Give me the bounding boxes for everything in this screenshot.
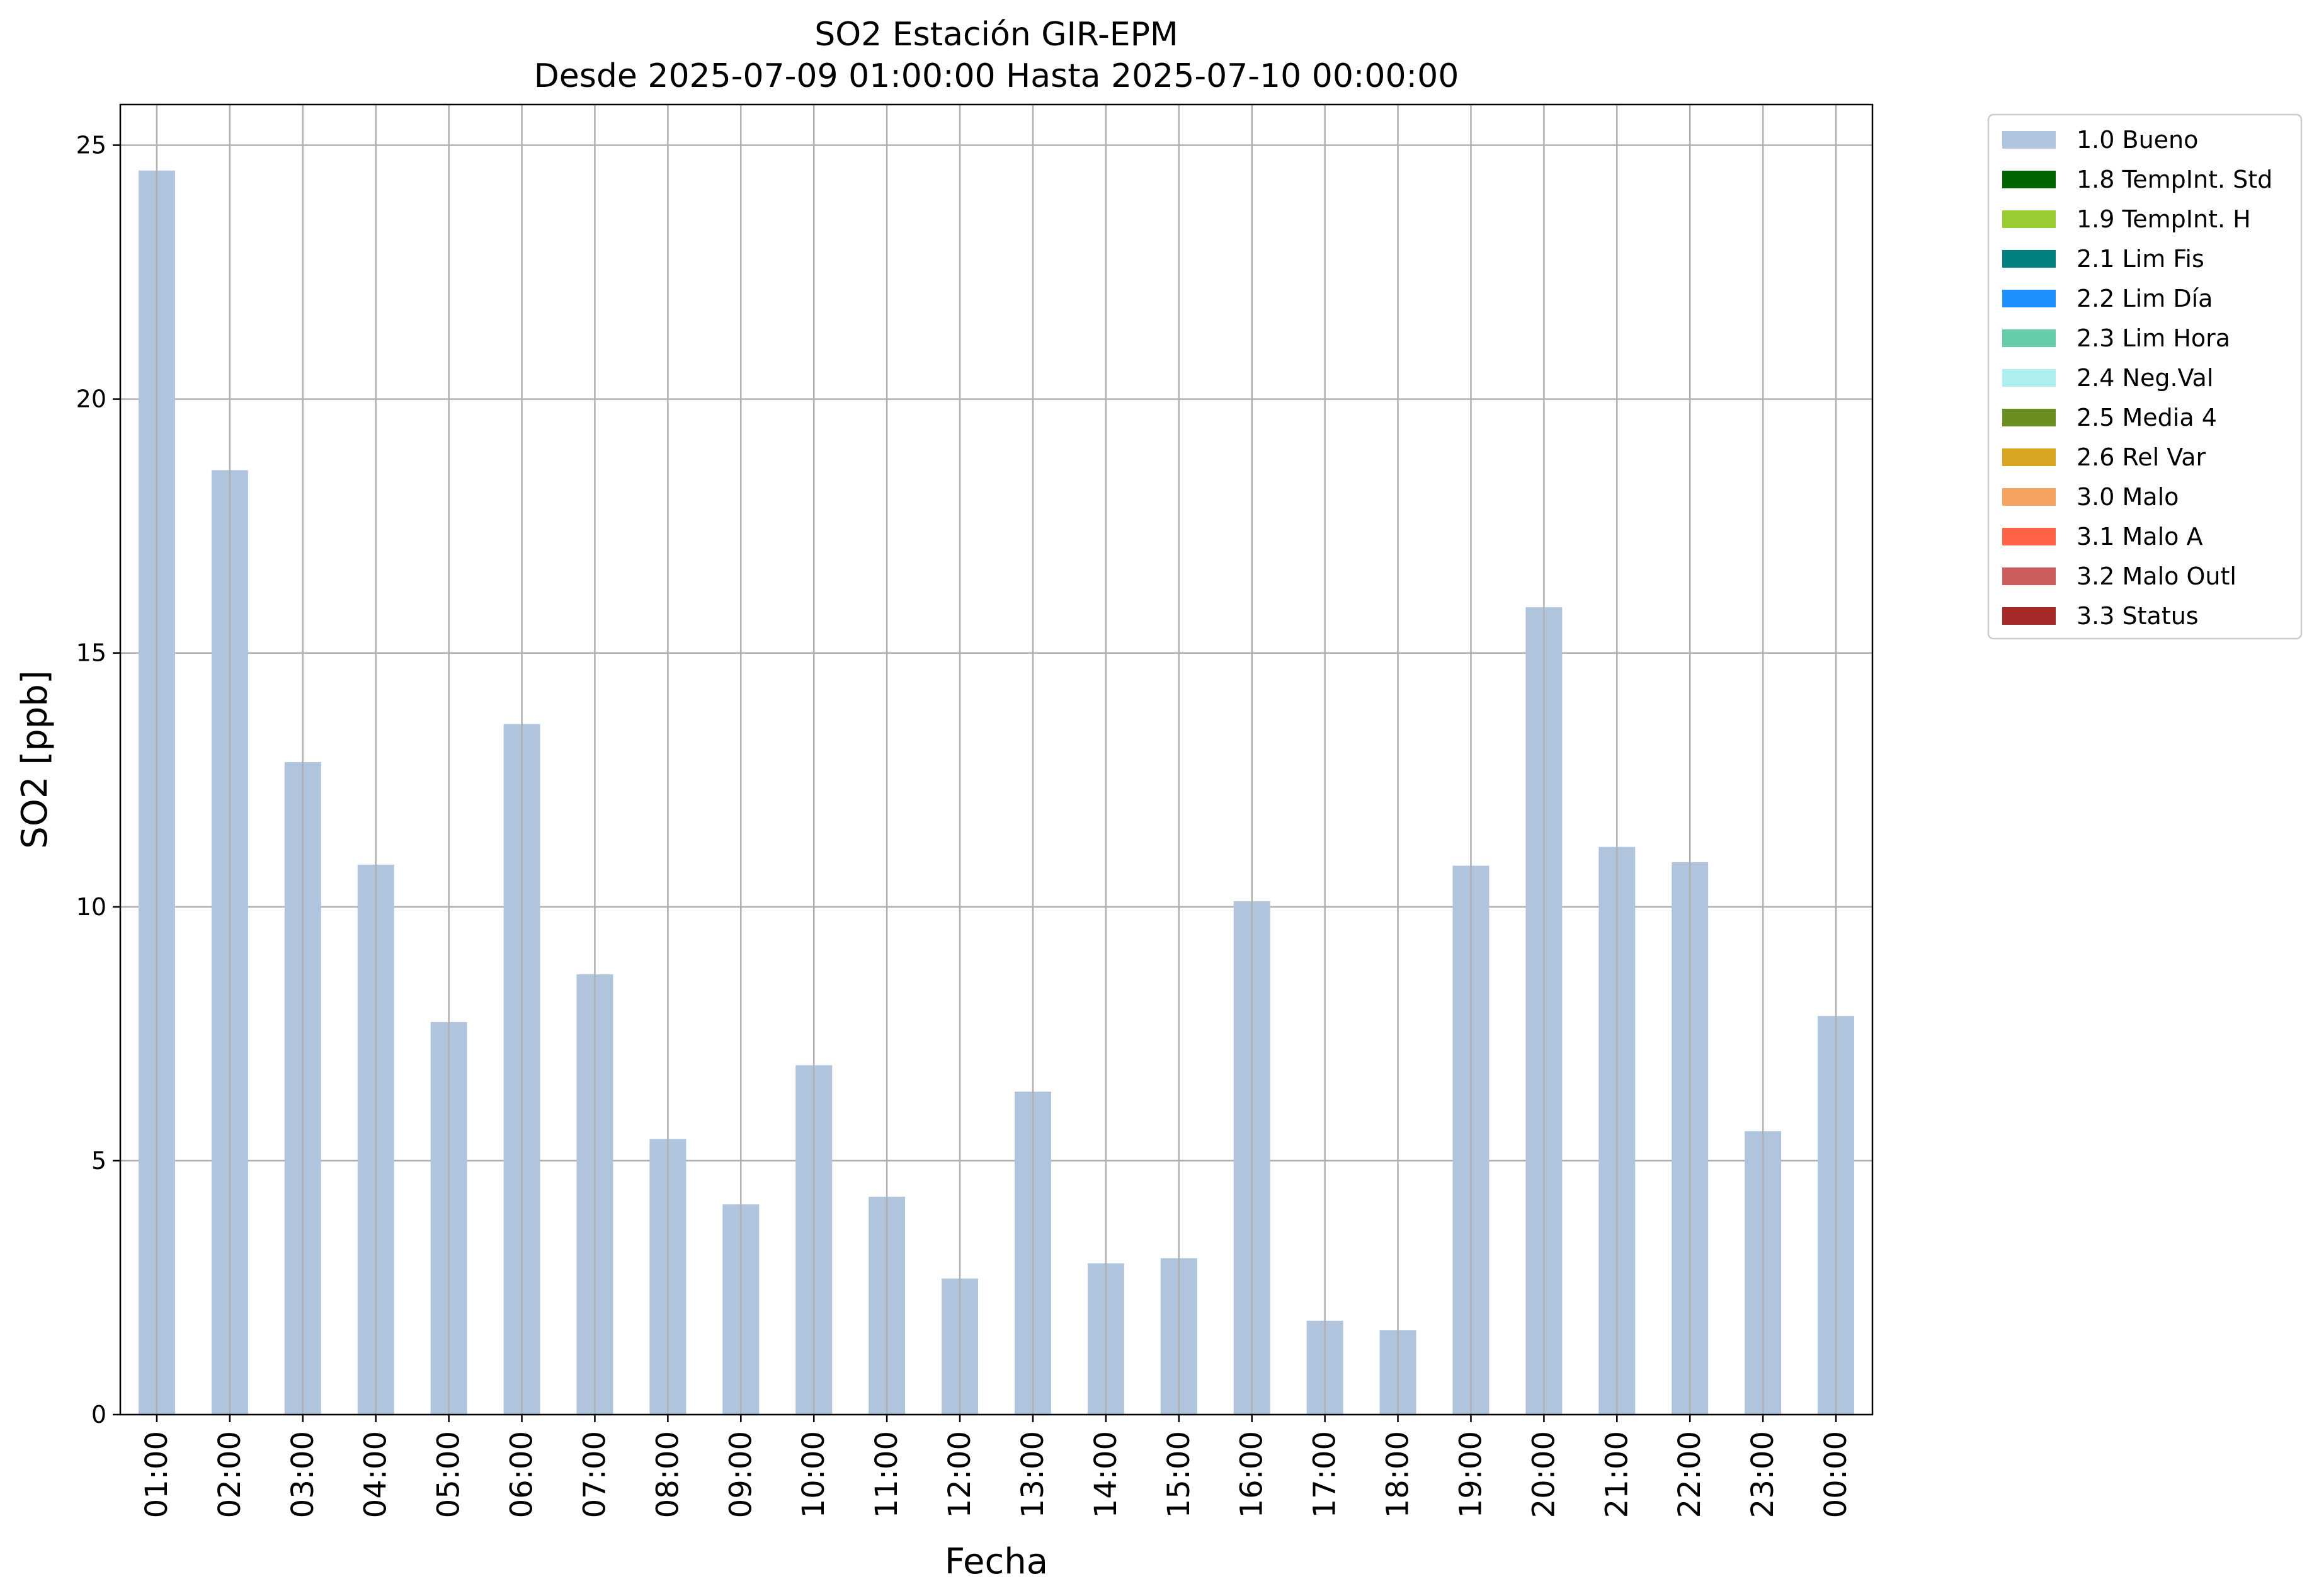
x-axis-label: Fecha [945, 1541, 1048, 1582]
x-tick-label: 03:00 [285, 1431, 321, 1518]
x-tick-label: 02:00 [212, 1431, 248, 1518]
legend-label: 3.1 Malo A [2077, 523, 2202, 550]
legend-label: 2.6 Rel Var [2077, 443, 2206, 471]
legend-swatch [2002, 607, 2056, 625]
legend-label: 2.4 Neg.Val [2077, 364, 2213, 392]
y-tick-label: 5 [91, 1147, 106, 1175]
legend-label: 1.9 TempInt. H [2077, 205, 2251, 233]
legend-swatch [2002, 290, 2056, 307]
legend-label: 2.5 Media 4 [2077, 404, 2217, 431]
x-tick-label: 16:00 [1234, 1431, 1270, 1518]
x-tick-label: 09:00 [723, 1431, 758, 1518]
x-tick-label: 05:00 [431, 1431, 467, 1518]
x-tick-label: 01:00 [139, 1431, 174, 1518]
vertical-grid-lines [156, 105, 1837, 1415]
y-tick-label: 0 [91, 1401, 106, 1428]
x-tick-label: 08:00 [650, 1431, 685, 1518]
legend-swatch [2002, 488, 2056, 506]
x-tick-label: 15:00 [1161, 1431, 1197, 1518]
x-tick-label: 07:00 [577, 1431, 612, 1518]
x-tick-label: 23:00 [1745, 1431, 1781, 1518]
x-tick-label: 12:00 [942, 1431, 977, 1518]
legend-label: 1.0 Bueno [2077, 126, 2198, 154]
legend-swatch [2002, 528, 2056, 545]
bars [138, 170, 1855, 1415]
x-tick-label: 22:00 [1672, 1431, 1707, 1518]
x-tick-label: 11:00 [869, 1431, 904, 1518]
y-axis-label: SO2 [ppb] [14, 670, 55, 848]
legend-frame [1987, 113, 2303, 640]
legend-label: 3.0 Malo [2077, 483, 2179, 511]
x-tick-label: 00:00 [1818, 1431, 1854, 1518]
x-tick-label: 20:00 [1526, 1431, 1561, 1518]
legend-swatch [2002, 329, 2056, 347]
y-axis-ticks: 0 5 10 15 20 25 [76, 131, 120, 1428]
x-axis-ticks: 01:00 02:00 03:00 04:00 05:00 06:00 07:00 08:00… [139, 1415, 1854, 1518]
legend-entries: 1.0 Bueno 1.8 TempInt. Std 1.9 TempInt. H 2… [2002, 126, 2272, 630]
legend-swatch [2002, 210, 2056, 228]
y-tick-label: 15 [76, 639, 106, 667]
y-tick-label: 10 [76, 893, 106, 921]
x-tick-label: 10:00 [796, 1431, 831, 1518]
x-tick-label: 04:00 [358, 1431, 394, 1518]
legend-label: 3.2 Malo Outl [2077, 562, 2236, 590]
y-tick-label: 25 [76, 131, 106, 159]
legend-label: 1.8 TempInt. Std [2077, 166, 2272, 193]
y-tick-label: 20 [76, 385, 106, 413]
x-tick-label: 17:00 [1308, 1431, 1343, 1518]
x-tick-label: 21:00 [1599, 1431, 1634, 1518]
legend-label: 2.1 Lim Fis [2077, 245, 2204, 273]
x-tick-label: 18:00 [1381, 1431, 1416, 1518]
legend-swatch [2002, 409, 2056, 426]
legend-label: 2.2 Lim Día [2077, 285, 2213, 312]
x-tick-label: 06:00 [504, 1431, 540, 1518]
x-tick-label: 19:00 [1453, 1431, 1488, 1518]
chart-title: SO2 Estación GIR-EPM [814, 16, 1178, 54]
legend-swatch [2002, 250, 2056, 268]
legend-swatch [2002, 131, 2056, 149]
legend-swatch [2002, 567, 2056, 585]
plot-frame [119, 103, 1874, 1416]
legend-swatch [2002, 448, 2056, 466]
legend-label: 2.3 Lim Hora [2077, 324, 2230, 352]
legend: 1.0 Bueno 1.8 TempInt. Std 1.9 TempInt. H 2… [1987, 113, 2303, 640]
x-tick-label: 14:00 [1088, 1431, 1124, 1518]
chart-subtitle: Desde 2025-07-09 01:00:00 Hasta 2025-07-… [534, 57, 1459, 95]
legend-swatch [2002, 171, 2056, 188]
x-tick-label: 13:00 [1015, 1431, 1051, 1518]
legend-label: 3.3 Status [2077, 602, 2199, 630]
legend-swatch [2002, 369, 2056, 387]
